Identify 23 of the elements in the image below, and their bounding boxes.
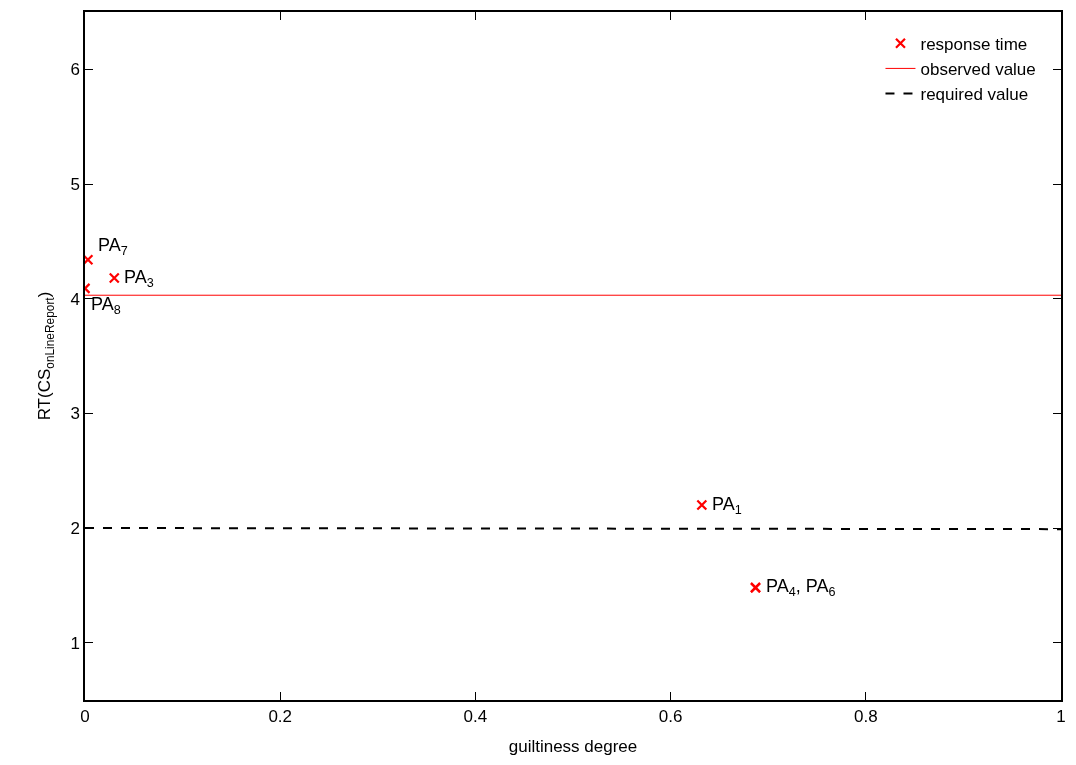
point (696, 499, 708, 511)
annotation: PA$_{1}$ (712, 494, 742, 517)
point (108, 272, 120, 284)
annotation: PA$_{8}$ (91, 294, 121, 317)
y-tick-label: 2 (70, 518, 80, 538)
y-tick-label: 3 (70, 404, 80, 424)
y-tick-label: 1 (70, 633, 80, 653)
x-tick-label: 0.6 (658, 707, 683, 727)
y-tick-label: 4 (70, 289, 80, 309)
x-tick-label: 0.8 (853, 707, 878, 727)
annotation: PA$_{3}$ (124, 267, 154, 290)
annotation: PA$_{7}$ (98, 235, 128, 258)
x-tick-label: 0.4 (463, 707, 488, 727)
legend-label: observed value (920, 60, 1036, 80)
y-tick-label: 6 (70, 60, 80, 80)
legend-label: response time (920, 34, 1028, 54)
x-tick-label: 1 (1056, 707, 1066, 727)
y-tick-label: 5 (70, 174, 80, 194)
x-tick-label: 0.2 (268, 707, 293, 727)
x-axis-title: guiltiness degree (508, 737, 638, 757)
x-tick-label: 0 (80, 707, 90, 727)
legend-label: required value (920, 85, 1029, 105)
annotation: PA$_{4}$, PA$_{6}$ (766, 576, 836, 599)
